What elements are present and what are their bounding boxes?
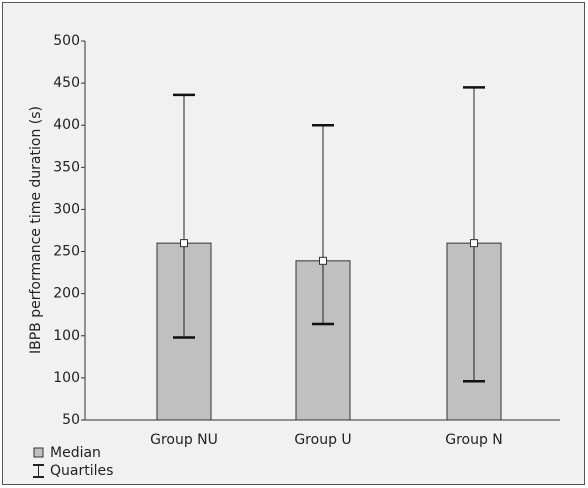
y-tick-label: 200 bbox=[53, 286, 80, 302]
legend-median-icon bbox=[33, 447, 44, 458]
y-tick-label: 300 bbox=[53, 201, 80, 217]
legend-quartile-icon bbox=[33, 464, 44, 478]
median-marker bbox=[470, 239, 478, 248]
x-tick-label: Group N bbox=[445, 432, 503, 448]
median-marker bbox=[180, 239, 188, 248]
y-tick-label: 400 bbox=[53, 117, 80, 133]
y-tick-label: 100 bbox=[53, 370, 80, 386]
x-tick-label: Group U bbox=[294, 432, 351, 448]
median-marker bbox=[319, 256, 327, 265]
legend-label: Quartiles bbox=[50, 463, 113, 479]
y-tick-label: 50 bbox=[62, 412, 80, 428]
y-tick-label: 100 bbox=[53, 328, 80, 344]
y-axis-label: IBPB performance time duration (s) bbox=[28, 106, 44, 354]
legend-label: Median bbox=[50, 445, 101, 461]
y-tick-label: 350 bbox=[53, 159, 80, 175]
y-tick-label: 450 bbox=[53, 75, 80, 91]
y-tick-label: 500 bbox=[53, 33, 80, 49]
x-tick-label: Group NU bbox=[150, 432, 218, 448]
y-tick-label: 250 bbox=[53, 244, 80, 260]
